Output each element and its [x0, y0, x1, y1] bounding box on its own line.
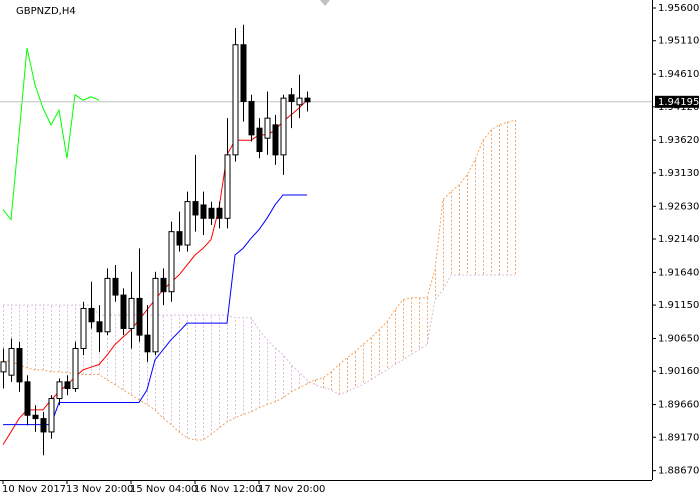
candle-body	[216, 207, 223, 219]
candle-body	[256, 127, 263, 153]
candle-body	[120, 294, 127, 329]
candle-body	[112, 277, 119, 296]
y-tick-label: 1.89660	[658, 400, 699, 411]
candle-body	[208, 207, 215, 219]
x-tick-label: 10 Nov 2017	[2, 484, 66, 495]
candle-body	[240, 44, 247, 102]
shift-marker	[320, 0, 330, 6]
candle-body	[80, 307, 87, 349]
current-price-label: 1.94195	[658, 97, 699, 108]
x-tick-label: 15 Nov 04:00	[130, 484, 197, 495]
current-price-box	[655, 95, 699, 108]
candle-body	[296, 97, 303, 106]
candle-body	[40, 418, 47, 433]
y-tick-label: 1.95110	[658, 36, 699, 47]
candle-body	[16, 347, 23, 383]
candle-body	[56, 381, 63, 400]
candle-body	[264, 117, 271, 139]
y-tick-label: 1.92630	[658, 201, 699, 212]
y-tick-label: 1.90160	[658, 366, 699, 377]
candle-body	[88, 307, 95, 323]
y-tick-label: 1.92140	[658, 234, 699, 245]
candle-body	[144, 334, 151, 353]
candle-body	[304, 97, 311, 103]
candle-body	[8, 347, 15, 376]
candle-body	[184, 201, 191, 246]
candle-body	[24, 381, 31, 416]
cloud	[2, 119, 516, 441]
candle-body	[176, 231, 183, 246]
y-tick-label: 1.89170	[658, 432, 699, 443]
candles	[0, 24, 311, 456]
y-tick-label: 1.93130	[658, 168, 699, 179]
x-tick-label: 17 Nov 20:00	[258, 484, 325, 495]
candle-body	[0, 361, 7, 373]
candle-body	[96, 321, 103, 333]
y-tick-label: 1.91150	[658, 300, 699, 311]
x-tick-label: 16 Nov 12:00	[194, 484, 261, 495]
candle-body	[272, 124, 279, 156]
candle-body	[160, 277, 167, 293]
candle-body	[168, 231, 175, 293]
span-a-line	[2, 119, 516, 441]
candle-body	[224, 154, 231, 219]
y-tick-label: 1.91640	[658, 267, 699, 278]
candle-body	[72, 347, 79, 390]
y-tick-label: 1.93620	[658, 135, 699, 146]
candle-body	[232, 44, 239, 156]
candle-body	[136, 297, 143, 336]
candle-body	[64, 381, 71, 390]
y-tick-label: 1.90650	[658, 333, 699, 344]
candle-body	[48, 398, 55, 433]
candle-body	[248, 100, 255, 136]
candle-body	[32, 414, 39, 420]
chart-title: GBPNZD,H4	[16, 6, 76, 17]
candle-body	[128, 297, 135, 329]
y-tick-label: 1.95600	[658, 3, 699, 14]
candle-body	[152, 277, 159, 353]
candle-body	[192, 201, 199, 216]
indicator-line	[2, 47, 100, 221]
candle-body	[280, 97, 287, 156]
x-tick-label: 13 Nov 20:00	[66, 484, 133, 495]
candle-body	[288, 94, 295, 102]
candle-body	[104, 277, 111, 333]
candle-body	[200, 204, 207, 219]
y-tick-label: 1.88670	[658, 466, 699, 477]
span-b-line	[3, 274, 515, 396]
y-tick-label: 1.94610	[658, 69, 699, 80]
